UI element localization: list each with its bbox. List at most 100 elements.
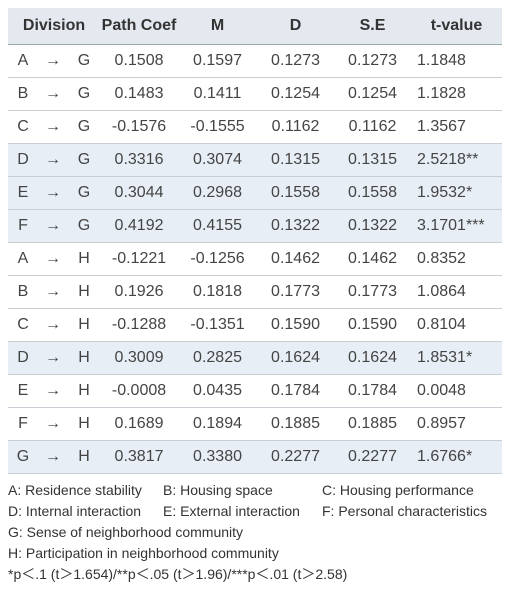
- value-cell: 0.3044: [100, 176, 179, 210]
- legend-item: F: Personal characteristics: [322, 503, 487, 519]
- value-cell: 0.1254: [334, 77, 412, 111]
- value-cell: 0.1885: [334, 407, 412, 441]
- division-cell: F: [8, 209, 38, 243]
- table-row: F → G 0.4192 0.4155 0.1322 0.1322 3.1701***: [8, 209, 503, 243]
- value-cell: 1.3567: [411, 110, 503, 144]
- legend-item: D: Internal interaction: [8, 503, 142, 519]
- value-cell: 0.8957: [411, 407, 503, 441]
- division-cell: →: [38, 341, 68, 375]
- table-wrap: Division Path Coef M D S.E t-value A → G 0.1508 0…: [8, 8, 503, 585]
- table-row: A → G 0.1508 0.1597 0.1273 0.1273 1.1848: [8, 44, 503, 78]
- value-cell: 0.1315: [257, 143, 335, 177]
- value-cell: 0.2825: [178, 341, 258, 375]
- division-cell: →: [38, 176, 68, 210]
- header-row: Division Path Coef M D S.E t-value: [8, 8, 503, 45]
- value-cell: 0.2968: [178, 176, 258, 210]
- division-cell: H: [68, 374, 101, 408]
- value-cell: 1.1848: [411, 44, 503, 78]
- division-cell: C: [8, 308, 38, 342]
- table-row: C → G -0.1576 -0.1555 0.1162 0.1162 1.3567: [8, 110, 503, 144]
- table-row: D → G 0.3316 0.3074 0.1315 0.1315 2.5218**: [8, 143, 503, 177]
- value-cell: -0.0008: [100, 374, 179, 408]
- value-cell: 0.1322: [334, 209, 412, 243]
- value-cell: 0.1784: [257, 374, 335, 408]
- division-cell: G: [68, 77, 101, 111]
- value-cell: 0.1462: [257, 242, 335, 276]
- table-row: G → H 0.3817 0.3380 0.2277 0.2277 1.6766*: [8, 440, 503, 474]
- value-cell: 1.1828: [411, 77, 503, 111]
- division-cell: G: [68, 143, 101, 177]
- value-cell: 0.1773: [257, 275, 335, 309]
- division-cell: →: [38, 143, 68, 177]
- value-cell: 1.6766*: [411, 440, 503, 474]
- value-cell: 0.1322: [257, 209, 335, 243]
- header-cell: Path Coef: [100, 8, 179, 45]
- value-cell: 0.3316: [100, 143, 179, 177]
- division-cell: G: [68, 44, 101, 78]
- value-cell: 0.1254: [257, 77, 335, 111]
- division-cell: G: [68, 176, 101, 210]
- value-cell: 0.1784: [334, 374, 412, 408]
- value-cell: 0.3817: [100, 440, 179, 474]
- division-cell: H: [68, 308, 101, 342]
- value-cell: 0.1894: [178, 407, 258, 441]
- division-cell: →: [38, 275, 68, 309]
- value-cell: 0.3380: [178, 440, 258, 474]
- legend-item: B: Housing space: [163, 482, 273, 498]
- legend-line: A: Residence stability B: Housing space C:…: [8, 480, 502, 501]
- table-row: E → G 0.3044 0.2968 0.1558 0.1558 1.9532*: [8, 176, 503, 210]
- division-cell: A: [8, 242, 38, 276]
- value-cell: 1.0864: [411, 275, 503, 309]
- division-cell: →: [38, 44, 68, 78]
- division-cell: H: [68, 242, 101, 276]
- value-cell: -0.1256: [178, 242, 258, 276]
- value-cell: 0.1624: [257, 341, 335, 375]
- value-cell: 0.1597: [178, 44, 258, 78]
- value-cell: 0.1558: [334, 176, 412, 210]
- value-cell: 0.4192: [100, 209, 179, 243]
- value-cell: 0.2277: [334, 440, 412, 474]
- table-row: B → H 0.1926 0.1818 0.1773 0.1773 1.0864: [8, 275, 503, 309]
- header-cell: S.E: [334, 8, 412, 45]
- value-cell: 0.0435: [178, 374, 258, 408]
- value-cell: 0.1273: [334, 44, 412, 78]
- division-cell: D: [8, 143, 38, 177]
- value-cell: 0.1315: [334, 143, 412, 177]
- value-cell: -0.1221: [100, 242, 179, 276]
- division-cell: H: [68, 407, 101, 441]
- value-cell: 1.8531*: [411, 341, 503, 375]
- division-cell: F: [8, 407, 38, 441]
- division-cell: G: [68, 209, 101, 243]
- value-cell: 0.8352: [411, 242, 503, 276]
- division-cell: H: [68, 275, 101, 309]
- division-cell: →: [38, 242, 68, 276]
- table-row: D → H 0.3009 0.2825 0.1624 0.1624 1.8531*: [8, 341, 503, 375]
- note-line: H: Participation in neighborhood communi…: [8, 545, 279, 561]
- legend-item: C: Housing performance: [322, 482, 474, 498]
- division-cell: →: [38, 308, 68, 342]
- table-body: A → G 0.1508 0.1597 0.1273 0.1273 1.1848 B → G 0.14…: [8, 44, 503, 474]
- value-cell: 2.5218**: [411, 143, 503, 177]
- table-row: E → H -0.0008 0.0435 0.1784 0.1784 0.0048: [8, 374, 503, 408]
- value-cell: 0.1590: [334, 308, 412, 342]
- division-cell: D: [8, 341, 38, 375]
- value-cell: 0.1590: [257, 308, 335, 342]
- value-cell: 0.0048: [411, 374, 503, 408]
- division-cell: H: [68, 440, 101, 474]
- legend-item: A: Residence stability: [8, 482, 142, 498]
- division-cell: H: [68, 341, 101, 375]
- division-cell: B: [8, 77, 38, 111]
- note-line: G: Sense of neighborhood community: [8, 524, 244, 540]
- value-cell: 3.1701***: [411, 209, 503, 243]
- value-cell: 0.1273: [257, 44, 335, 78]
- value-cell: -0.1576: [100, 110, 179, 144]
- value-cell: 0.1818: [178, 275, 258, 309]
- division-cell: G: [68, 110, 101, 144]
- header-cell: Division: [8, 8, 101, 45]
- value-cell: 0.1773: [334, 275, 412, 309]
- legend-line: D: Internal interaction E: External inter…: [8, 501, 502, 522]
- value-cell: 0.1411: [178, 77, 258, 111]
- value-cell: 0.2277: [257, 440, 335, 474]
- value-cell: 0.3074: [178, 143, 258, 177]
